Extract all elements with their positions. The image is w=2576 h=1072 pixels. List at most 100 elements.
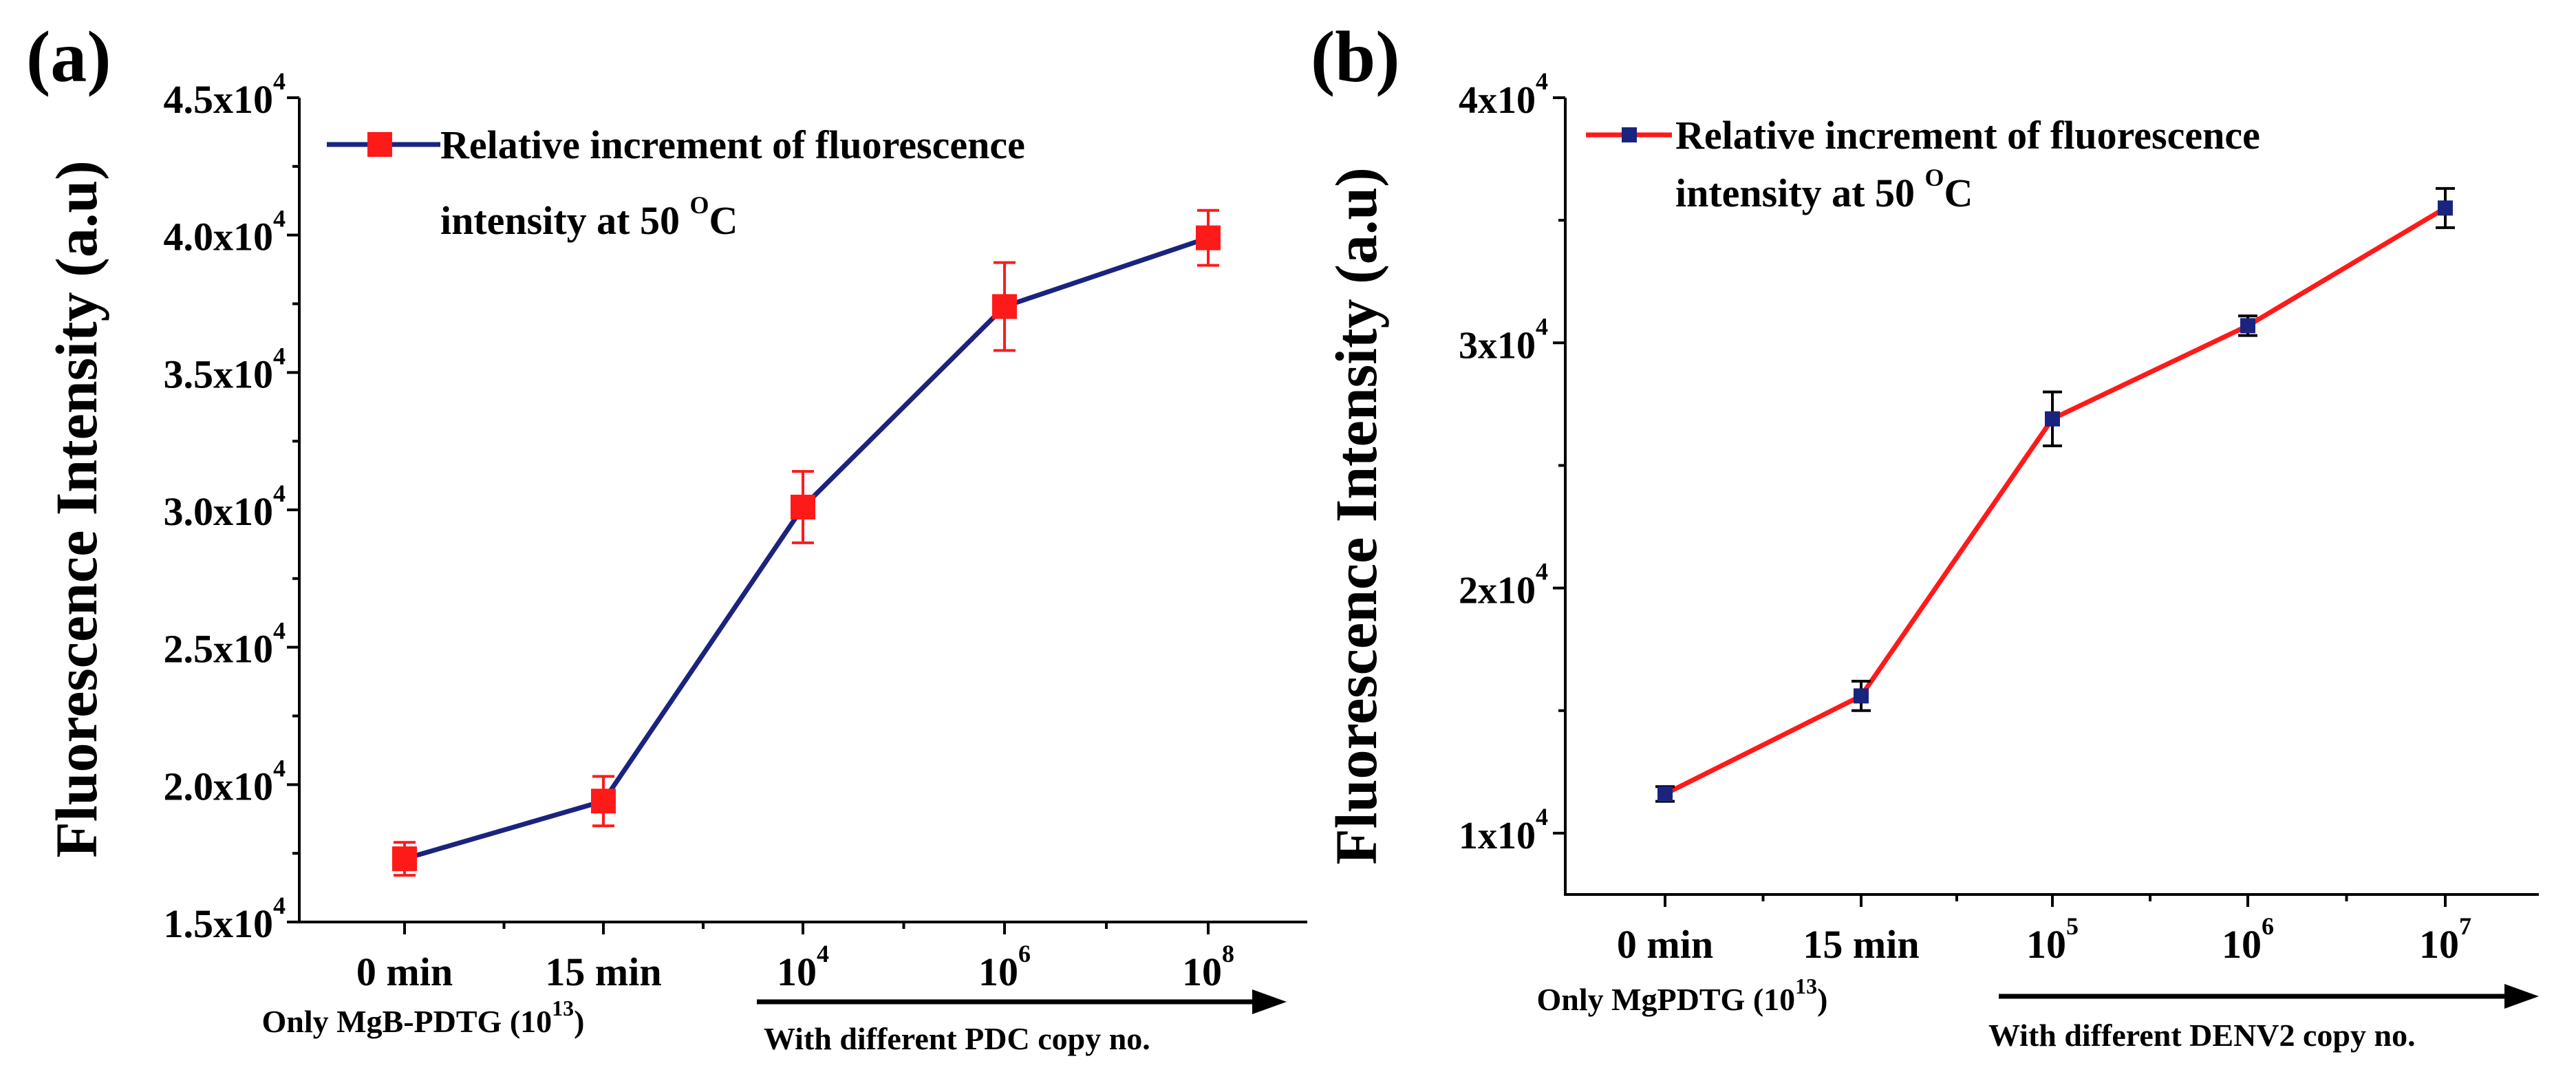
x-category-base: 10 [2419,922,2459,967]
y-tick-label: 1x104 [1459,803,1548,857]
legend-marker [367,132,392,157]
sub-label-close: ) [1817,982,1827,1017]
x-category-exponent: 5 [2066,912,2079,940]
x-category-label: 106 [978,940,1031,994]
y-tick-exponent: 4 [1536,312,1548,340]
y-tick-label: 3.5x104 [164,342,286,396]
y-tick-exponent: 4 [273,480,286,507]
y-tick-label: 2.5x104 [164,617,286,672]
y-tick-mantissa: 2.5x10 [164,627,274,672]
x-category-label: 15 min [1803,922,1919,967]
y-tick-exponent: 4 [1536,67,1548,95]
legend-text-line1: Relative increment of fluorescence [440,122,1025,167]
y-tick-mantissa: 4x10 [1459,79,1536,122]
axis-lines [1564,98,2539,896]
data-point [392,846,417,872]
x-category-exponent: 6 [2262,912,2274,940]
data-point [2045,411,2060,427]
legend-marker [1622,127,1637,142]
x-category-label: 105 [2026,912,2079,967]
legend-degree: O [1925,164,1944,191]
y-tick-exponent: 4 [273,205,286,233]
y-tick-exponent: 4 [273,754,286,782]
legend: Relative increment of fluorescence intens… [327,122,1025,243]
y-tick-exponent: 4 [1536,803,1548,830]
y-tick-mantissa: 3.5x10 [164,352,274,396]
data-point [591,789,616,814]
data-point [1196,225,1221,250]
arrow [757,989,1287,1014]
series-line [404,235,1210,861]
data-point [2240,318,2255,334]
y-tick-mantissa: 1x10 [1459,815,1536,857]
y-tick-label: 1.5x104 [164,892,286,946]
data-point [992,294,1017,319]
legend-unit: C [709,198,738,243]
x-category-base: 10 [978,950,1018,994]
legend-unit: C [1944,171,1973,215]
panel-label: (a) [26,17,111,97]
chart-panel-a: (a)1.5x1042.0x1042.5x1043.0x1043.5x1044.… [26,17,1307,1056]
sub-label-exponent: 13 [1795,974,1817,998]
y-tick-mantissa: 4.5x10 [164,77,274,122]
arrow-label: With different PDC copy no. [764,1021,1150,1056]
legend-text-line2: intensity at 50 OC [440,191,738,243]
y-axis-label: Fluorescence Intensity (a.u) [1323,167,1389,865]
sub-label: Only MgB-PDTG (1013) [262,996,585,1039]
y-tick-mantissa: 1.5x10 [164,901,274,946]
y-tick-mantissa: 3.0x10 [164,489,274,534]
y-tick-label: 2.0x104 [164,754,286,808]
x-category-exponent: 7 [2459,912,2471,940]
y-axis-label: Fluorescence Intensity (a.u) [43,160,109,858]
legend-text-main: intensity at 50 [440,198,690,243]
arrow-label: With different DENV2 copy no. [1988,1018,2416,1053]
y-tick-label: 2x104 [1459,558,1548,612]
x-category-base: 10 [1182,950,1222,994]
arrow-head [2504,984,2539,1009]
legend-text-line1: Relative increment of fluorescence [1675,113,2260,158]
x-category-label: 107 [2419,912,2471,967]
sub-label-exponent: 13 [552,996,574,1020]
x-category-base: 10 [2026,922,2066,967]
y-tick-exponent: 4 [273,67,286,95]
legend-text-line2: intensity at 50 OC [1675,164,1973,215]
x-category-base: 15 min [545,950,661,994]
y-tick-label: 4.0x104 [164,205,286,259]
series-line [1664,206,2447,797]
x-category-label: 106 [2222,912,2274,967]
y-tick-mantissa: 2x10 [1459,570,1536,612]
arrow-head [1252,989,1287,1014]
legend-degree: O [690,191,709,219]
x-category-label: 104 [777,940,829,994]
data-point [791,495,815,520]
y-tick-exponent: 4 [273,617,286,645]
legend: Relative increment of fluorescence intens… [1586,113,2260,215]
x-category-exponent: 4 [817,940,829,967]
y-tick-label: 3x104 [1459,312,1548,367]
y-tick-label: 4.5x104 [164,67,286,122]
panel-label: (b) [1311,17,1400,97]
x-category-label: 0 min [356,950,453,994]
y-tick-exponent: 4 [273,892,286,919]
y-tick-exponent: 4 [273,342,286,369]
x-category-base: 0 min [356,950,453,994]
x-category-label: 108 [1182,940,1234,994]
y-tick-label: 3.0x104 [164,480,286,534]
x-category-base: 10 [777,950,817,994]
x-category-base: 10 [2222,922,2262,967]
x-category-base: 15 min [1803,922,1919,967]
x-category-exponent: 6 [1018,940,1031,967]
sub-label-close: ) [574,1004,584,1039]
sub-label-text: Only MgPDTG (10 [1537,982,1796,1017]
x-category-exponent: 8 [1222,940,1234,967]
x-category-label: 0 min [1617,922,1713,967]
y-tick-mantissa: 3x10 [1459,324,1536,367]
x-category-base: 0 min [1617,922,1713,967]
arrow [1999,984,2539,1009]
sub-label: Only MgPDTG (1013) [1537,974,1828,1017]
y-tick-label: 4x104 [1459,67,1548,122]
sub-label-text: Only MgB-PDTG (10 [262,1004,552,1039]
y-tick-mantissa: 2.0x10 [164,764,274,808]
